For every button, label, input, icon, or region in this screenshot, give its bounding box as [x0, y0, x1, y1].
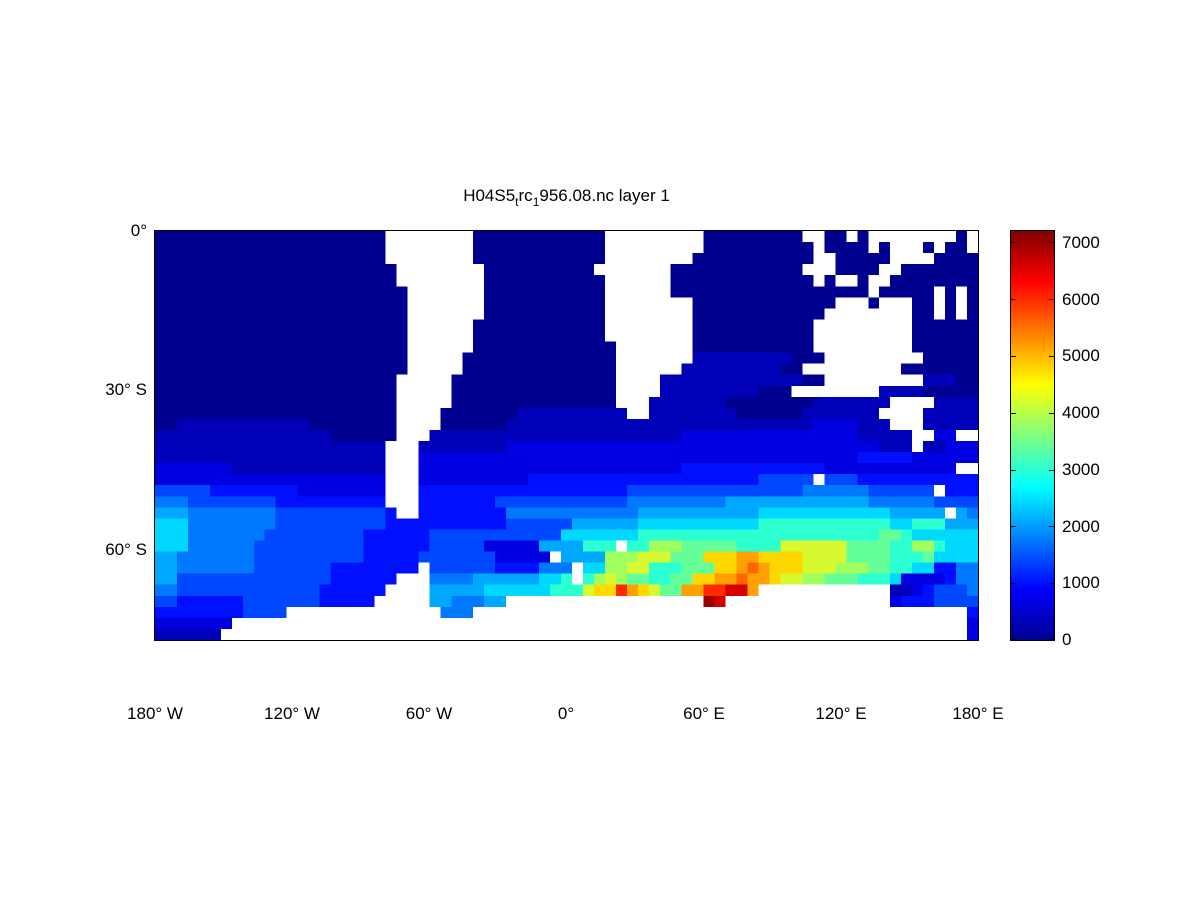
colorbar-tick-mark	[1011, 583, 1016, 584]
colorbar-tick-mark	[1049, 242, 1054, 243]
title-subscript: 1	[532, 195, 540, 209]
title-part: rc	[518, 186, 533, 205]
x-tick-label-60e: 60° E	[683, 704, 725, 723]
colorbar-tick-mark	[1011, 356, 1016, 357]
colorbar-tick-mark	[1011, 470, 1016, 471]
colorbar-tick-mark	[1049, 526, 1054, 527]
colorbar-tick-label-5000: 5000	[1062, 346, 1100, 365]
x-tick-label-180e: 180° E	[952, 704, 1004, 723]
title-part: H04S5	[463, 186, 516, 205]
colorbar-tick-mark	[1011, 299, 1016, 300]
y-tick-label-30s: 30° S	[105, 380, 147, 399]
colorbar-tick-mark	[1049, 583, 1054, 584]
x-tick-label-180w: 180° W	[127, 704, 183, 723]
colorbar-tick-mark	[1011, 526, 1016, 527]
colorbar-tick-mark	[1049, 413, 1054, 414]
colorbar-tick-label-7000: 7000	[1062, 233, 1100, 252]
colorbar-tick-label-4000: 4000	[1062, 403, 1100, 422]
y-tick-label-0: 0°	[130, 221, 147, 240]
title-part: 956.08.nc layer 1	[539, 186, 670, 205]
colorbar-tick-mark	[1049, 639, 1054, 640]
colorbar-tick-label-3000: 3000	[1062, 460, 1100, 479]
colorbar-tick-label-0: 0	[1062, 630, 1072, 649]
colorbar	[1010, 230, 1055, 641]
map-plot	[154, 230, 979, 641]
colorbar-tick-label-2000: 2000	[1062, 517, 1100, 536]
title-subscript: t	[515, 195, 519, 209]
plot-title: H04S5trc1956.08.nc layer 1	[154, 186, 979, 209]
x-tick-label-60w: 60° W	[405, 704, 453, 723]
colorbar-tick-label-1000: 1000	[1062, 573, 1100, 592]
colorbar-tick-mark	[1011, 413, 1016, 414]
colorbar-tick-mark	[1011, 242, 1016, 243]
x-tick-label-0: 0°	[557, 704, 575, 723]
colorbar-tick-mark	[1049, 299, 1054, 300]
colorbar-tick-label-6000: 6000	[1062, 290, 1100, 309]
x-tick-label-120w: 120° W	[264, 704, 320, 723]
y-tick-label-60s: 60° S	[105, 540, 147, 559]
x-tick-label-120e: 120° E	[815, 704, 867, 723]
colorbar-tick-mark	[1049, 356, 1054, 357]
colorbar-tick-mark	[1049, 470, 1054, 471]
heatmap-canvas	[155, 231, 978, 640]
colorbar-tick-mark	[1011, 639, 1016, 640]
